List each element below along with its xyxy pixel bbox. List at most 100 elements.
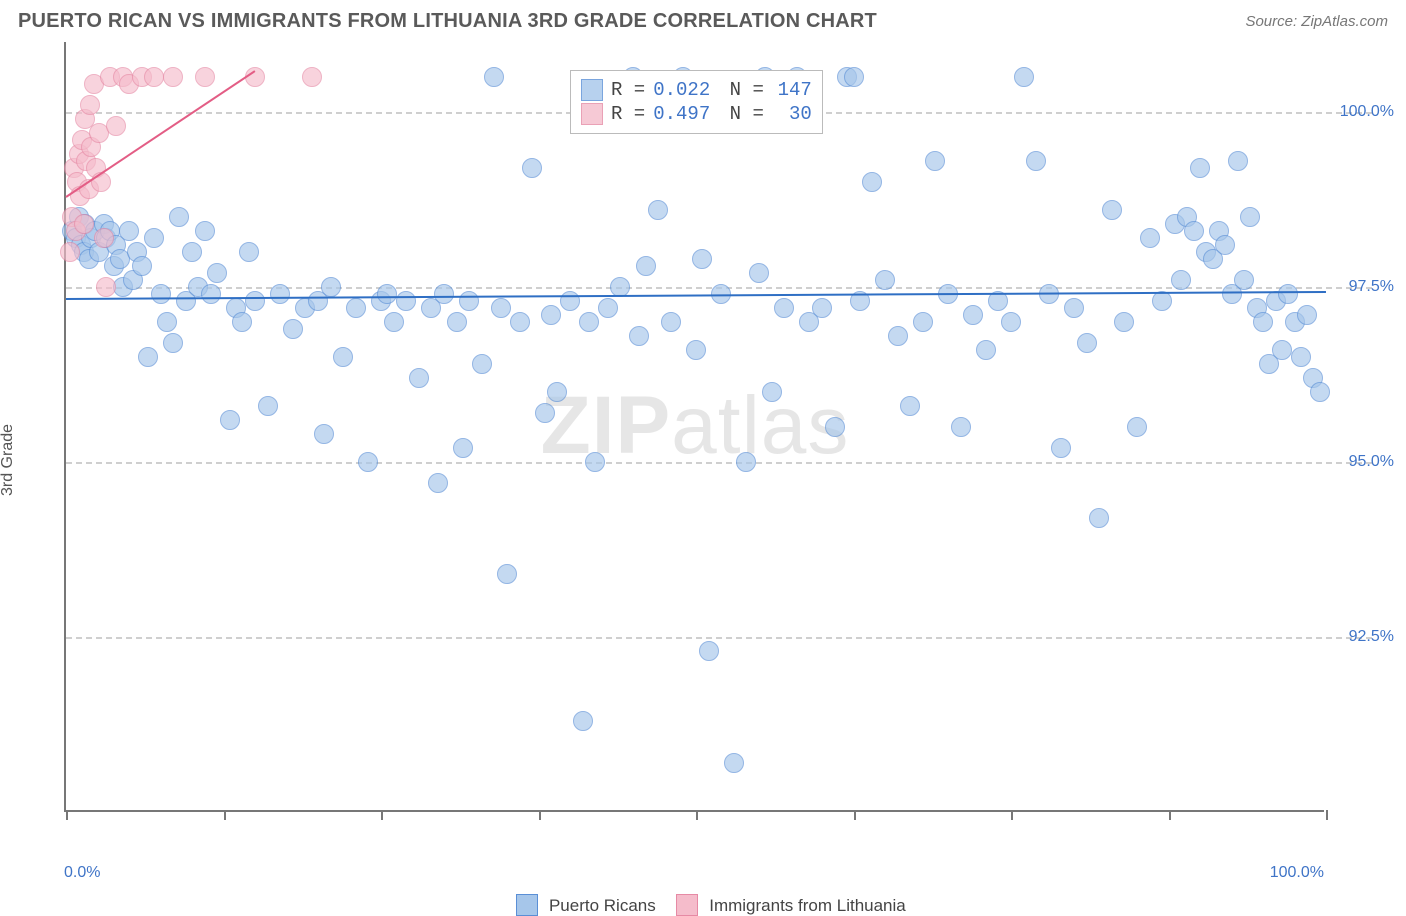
data-point	[862, 172, 882, 192]
data-point	[522, 158, 542, 178]
data-point	[1140, 228, 1160, 248]
data-point	[535, 403, 555, 423]
data-point	[1234, 270, 1254, 290]
data-point	[510, 312, 530, 332]
data-point	[1077, 333, 1097, 353]
data-point	[321, 277, 341, 297]
data-point	[245, 67, 265, 87]
data-point	[459, 291, 479, 311]
data-point	[749, 263, 769, 283]
data-point	[132, 256, 152, 276]
data-point	[358, 452, 378, 472]
data-point	[207, 263, 227, 283]
data-point	[1089, 508, 1109, 528]
data-point	[151, 284, 171, 304]
data-point	[1051, 438, 1071, 458]
data-point	[1102, 200, 1122, 220]
x-axis-max-label: 100.0%	[1270, 864, 1324, 882]
stat-r-value: 0.497	[653, 103, 710, 125]
data-point	[239, 242, 259, 262]
legend-swatch	[581, 79, 603, 101]
stat-r-label: R =	[611, 79, 645, 101]
stats-legend-row: R = 0.497 N = 30	[581, 103, 812, 125]
data-point	[692, 249, 712, 269]
data-point	[453, 438, 473, 458]
data-point	[585, 452, 605, 472]
gridline	[66, 462, 1372, 464]
data-point	[1215, 235, 1235, 255]
data-point	[60, 242, 80, 262]
data-point	[1190, 158, 1210, 178]
data-point	[573, 711, 593, 731]
data-point	[314, 424, 334, 444]
stats-legend-row: R = 0.022 N = 147	[581, 79, 812, 101]
legend-label-1: Puerto Ricans	[549, 896, 656, 915]
x-axis-min-label: 0.0%	[64, 864, 100, 882]
data-point	[762, 382, 782, 402]
data-point	[1272, 340, 1292, 360]
x-tick	[1326, 810, 1328, 820]
data-point	[157, 312, 177, 332]
data-point	[384, 312, 404, 332]
data-point	[1278, 284, 1298, 304]
data-point	[774, 298, 794, 318]
data-point	[396, 291, 416, 311]
data-point	[579, 312, 599, 332]
data-point	[472, 354, 492, 374]
stat-n-label: N =	[718, 79, 764, 101]
data-point	[138, 347, 158, 367]
x-tick	[539, 810, 541, 820]
data-point	[1240, 207, 1260, 227]
data-point	[963, 305, 983, 325]
data-point	[1064, 298, 1084, 318]
data-point	[377, 284, 397, 304]
y-tick-label: 95.0%	[1349, 453, 1394, 471]
x-tick	[696, 810, 698, 820]
data-point	[182, 242, 202, 262]
data-point	[94, 228, 114, 248]
data-point	[913, 312, 933, 332]
data-point	[900, 396, 920, 416]
data-point	[1114, 312, 1134, 332]
data-point	[629, 326, 649, 346]
data-point	[163, 333, 183, 353]
data-point	[976, 340, 996, 360]
data-point	[283, 319, 303, 339]
data-point	[434, 284, 454, 304]
data-point	[302, 67, 322, 87]
data-point	[195, 221, 215, 241]
chart-header: PUERTO RICAN VS IMMIGRANTS FROM LITHUANI…	[0, 0, 1406, 39]
data-point	[547, 382, 567, 402]
data-point	[144, 228, 164, 248]
x-tick	[1011, 810, 1013, 820]
data-point	[560, 291, 580, 311]
data-point	[491, 298, 511, 318]
data-point	[844, 67, 864, 87]
data-point	[1026, 151, 1046, 171]
y-tick-label: 92.5%	[1349, 628, 1394, 646]
data-point	[1001, 312, 1021, 332]
gridline	[66, 637, 1372, 639]
data-point	[201, 284, 221, 304]
x-axis-labels: 0.0% 100.0%	[64, 864, 1324, 882]
x-tick	[224, 810, 226, 820]
data-point	[636, 256, 656, 276]
data-point	[80, 95, 100, 115]
data-point	[875, 270, 895, 290]
data-point	[951, 417, 971, 437]
data-point	[1014, 67, 1034, 87]
data-point	[1171, 270, 1191, 290]
stat-r-label: R =	[611, 103, 645, 125]
data-point	[1127, 417, 1147, 437]
data-point	[96, 277, 116, 297]
data-point	[169, 207, 189, 227]
data-point	[825, 417, 845, 437]
data-point	[119, 221, 139, 241]
data-point	[888, 326, 908, 346]
data-point	[1297, 305, 1317, 325]
data-point	[245, 291, 265, 311]
stats-legend: R = 0.022 N = 147R = 0.497 N = 30	[570, 70, 823, 134]
data-point	[736, 452, 756, 472]
data-point	[220, 410, 240, 430]
data-point	[1253, 312, 1273, 332]
